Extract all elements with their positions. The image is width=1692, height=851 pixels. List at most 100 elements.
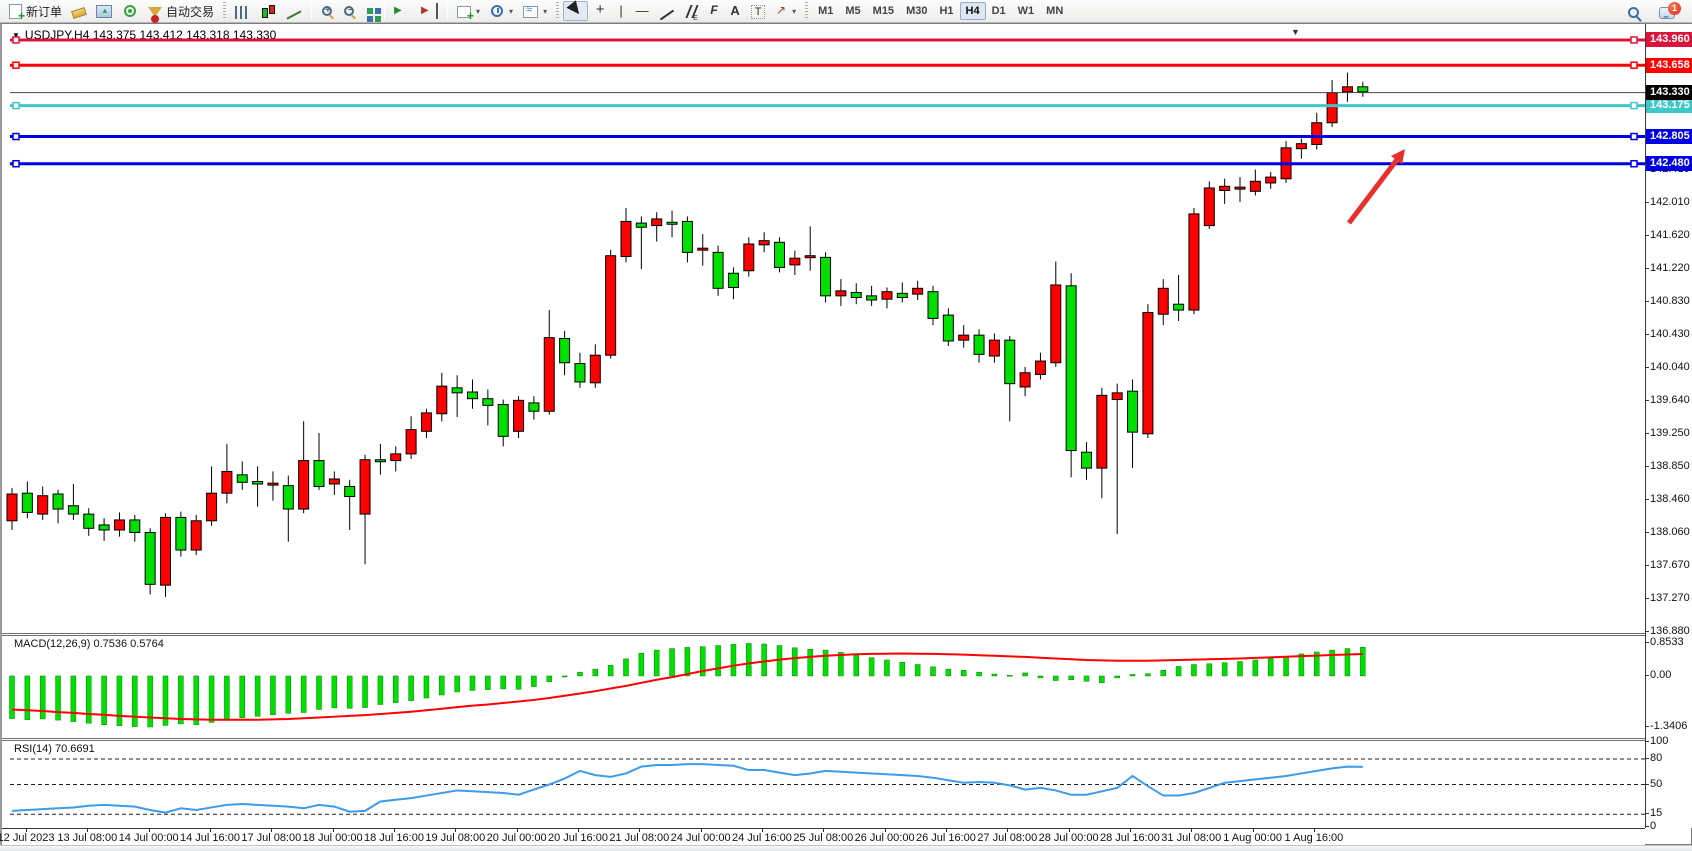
timeframe-d1[interactable]: D1	[991, 5, 1006, 17]
crosshair-button[interactable]: +	[588, 1, 612, 21]
candle	[543, 337, 555, 412]
pane-separator[interactable]	[2, 633, 1645, 636]
cursor-button[interactable]	[563, 0, 589, 23]
macd-bar	[807, 649, 813, 677]
autotrade-button[interactable]: 自动交易	[143, 1, 219, 23]
line-chart-button[interactable]	[281, 1, 307, 21]
candle	[252, 480, 264, 485]
templates-button[interactable]: ▾	[518, 1, 552, 21]
macd-bar	[1360, 647, 1366, 677]
chart-shift-icon: ▶	[421, 3, 439, 19]
line-handle[interactable]	[1630, 132, 1638, 141]
macd-bar	[208, 675, 215, 723]
trendline-icon	[659, 9, 675, 20]
arrows-button[interactable]: ▾	[770, 1, 801, 21]
horizontal-line-button[interactable]: —	[630, 1, 654, 21]
macd-bar	[653, 649, 660, 677]
zoom-in-icon	[322, 5, 333, 16]
channel-button[interactable]	[680, 1, 704, 21]
line-handle[interactable]	[1630, 101, 1638, 110]
macd-bar	[1007, 674, 1013, 677]
rsi-pane	[10, 758, 1645, 815]
macd-bar	[239, 675, 245, 719]
indicators-button[interactable]: ▾	[452, 1, 485, 23]
text-label-button[interactable]	[746, 1, 770, 21]
autoscroll-button[interactable]: ▶	[389, 1, 416, 21]
tile-windows-button[interactable]	[360, 1, 380, 21]
candle	[774, 241, 785, 268]
chart-shift-marker[interactable]: ▼	[1291, 27, 1300, 37]
status-strip	[0, 845, 1692, 851]
chevron-down-icon[interactable]: ▾	[543, 6, 548, 16]
autotrade-button-label: 自动交易	[166, 4, 215, 19]
candle	[789, 257, 801, 266]
candle	[282, 485, 294, 510]
pane-separator[interactable]	[2, 738, 1645, 741]
arrow-annotation[interactable]	[1347, 158, 1399, 225]
line-handle[interactable]	[1630, 159, 1638, 168]
chevron-down-icon[interactable]: ▾	[476, 6, 481, 16]
bar-chart-button[interactable]	[230, 1, 255, 21]
line-handle[interactable]	[12, 159, 20, 168]
toolbar-separator	[447, 2, 449, 20]
new-order-button[interactable]: 新订单	[4, 1, 67, 23]
timeframe-m1[interactable]: M1	[818, 5, 834, 17]
line-handle[interactable]	[12, 101, 20, 110]
timeframe-mn[interactable]: MN	[1046, 5, 1064, 17]
line-handle[interactable]	[12, 36, 20, 44]
date-tick	[1252, 829, 1254, 832]
styler-button[interactable]	[67, 1, 91, 21]
periods-button[interactable]: ▾	[485, 1, 518, 21]
line-handle[interactable]	[12, 132, 20, 141]
publish-chart-button[interactable]	[91, 1, 117, 21]
macd-bar	[746, 643, 752, 677]
candle	[160, 516, 171, 586]
candle	[942, 314, 954, 342]
chart-shift-button[interactable]: ▶	[416, 1, 443, 21]
date-label: 27 Jul 08:00	[977, 832, 1038, 844]
macd-bar	[515, 675, 522, 690]
timeframe-w1[interactable]: W1	[1017, 5, 1035, 17]
candle	[1004, 339, 1016, 385]
price-tick: 138.060	[1645, 526, 1690, 539]
timeframe-h1[interactable]: H1	[939, 5, 954, 17]
candle	[697, 247, 709, 251]
date-axis[interactable]: 12 Jul 2023 13 Jul 08:00 14 Jul 00:00 14 Ju…	[0, 828, 1645, 846]
candle	[589, 354, 601, 384]
candle	[528, 402, 540, 412]
fibonacci-button[interactable]	[704, 1, 724, 21]
timeframe-m5[interactable]: M5	[845, 5, 861, 17]
notification-badge: 1	[1668, 1, 1681, 15]
chevron-down-icon[interactable]: ▾	[509, 6, 514, 16]
date-label: 1 Aug 00:00	[1223, 832, 1282, 844]
macd-bar	[1083, 675, 1090, 682]
notifications-button[interactable]: 1	[1654, 1, 1681, 21]
signals-button[interactable]	[117, 1, 143, 21]
search-button[interactable]	[1623, 1, 1644, 21]
trendline-button[interactable]	[654, 1, 680, 21]
candlestick-chart-button[interactable]	[255, 1, 281, 21]
date-label: 14 Jul 16:00	[180, 832, 240, 844]
line-handle[interactable]	[12, 61, 20, 69]
timeframe-m15[interactable]: M15	[872, 5, 895, 17]
macd-bar	[132, 675, 138, 727]
chevron-down-icon[interactable]: ▾	[792, 6, 797, 16]
candle	[1203, 187, 1215, 227]
vertical-line-button[interactable]: |	[612, 1, 630, 21]
zoom-in-button[interactable]	[316, 1, 338, 21]
candle	[681, 220, 693, 253]
text-button[interactable]	[724, 1, 746, 21]
zoom-out-button[interactable]	[338, 1, 360, 21]
price-level-label: 143.960	[1646, 32, 1692, 48]
arrow-head[interactable]	[1390, 149, 1405, 165]
macd-bar	[193, 675, 199, 725]
date-tick	[148, 829, 150, 832]
macd-bar	[377, 675, 384, 705]
line-handle[interactable]	[1630, 36, 1638, 44]
line-handle[interactable]	[1630, 61, 1638, 69]
timeframe-h4[interactable]: H4	[959, 2, 986, 20]
timeframe-m30[interactable]: M30	[906, 5, 928, 17]
macd-bar	[346, 675, 353, 709]
candle	[1311, 122, 1323, 145]
